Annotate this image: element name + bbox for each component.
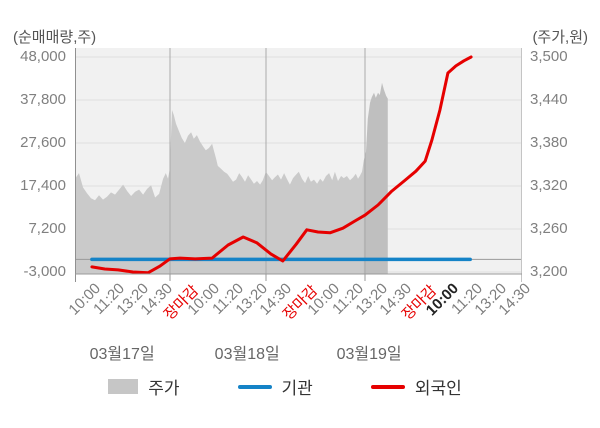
left-tick-label: -3,000 — [23, 263, 66, 280]
legend-label: 기관 — [281, 379, 313, 398]
legend-label: 외국인 — [414, 379, 462, 398]
right-tick-label: 3,200 — [530, 263, 568, 280]
legend-label: 주가 — [148, 379, 180, 398]
legend-item-주가: 주가 — [108, 374, 180, 399]
left-axis-title: (순매매량,주) — [13, 29, 97, 46]
legend-swatch — [237, 384, 272, 389]
date-label: 03월18일 — [214, 346, 280, 363]
legend: 주가 기관 외국인 — [0, 374, 570, 399]
right-axis-title: (주가,원) — [532, 29, 588, 46]
left-tick-label: 17,400 — [20, 177, 66, 194]
right-tick-label: 3,500 — [530, 48, 568, 65]
legend-item-기관: 기관 — [237, 374, 313, 399]
right-tick-label: 3,440 — [530, 91, 568, 108]
right-tick-label: 3,260 — [530, 220, 568, 237]
left-tick-label: 27,600 — [20, 134, 66, 151]
left-tick-label: 7,200 — [28, 220, 66, 237]
date-label: 03월17일 — [89, 346, 155, 363]
date-label: 03월19일 — [336, 346, 402, 363]
legend-swatch — [370, 384, 405, 389]
legend-item-외국인: 외국인 — [370, 374, 462, 399]
plot-area — [75, 48, 522, 282]
left-tick-label: 48,000 — [20, 48, 66, 65]
price-area-series — [75, 82, 388, 274]
legend-swatch — [108, 379, 139, 394]
foreigner-line-series — [90, 55, 473, 275]
right-tick-label: 3,380 — [530, 134, 568, 151]
right-tick-label: 3,320 — [530, 177, 568, 194]
left-tick-label: 37,800 — [20, 91, 66, 108]
